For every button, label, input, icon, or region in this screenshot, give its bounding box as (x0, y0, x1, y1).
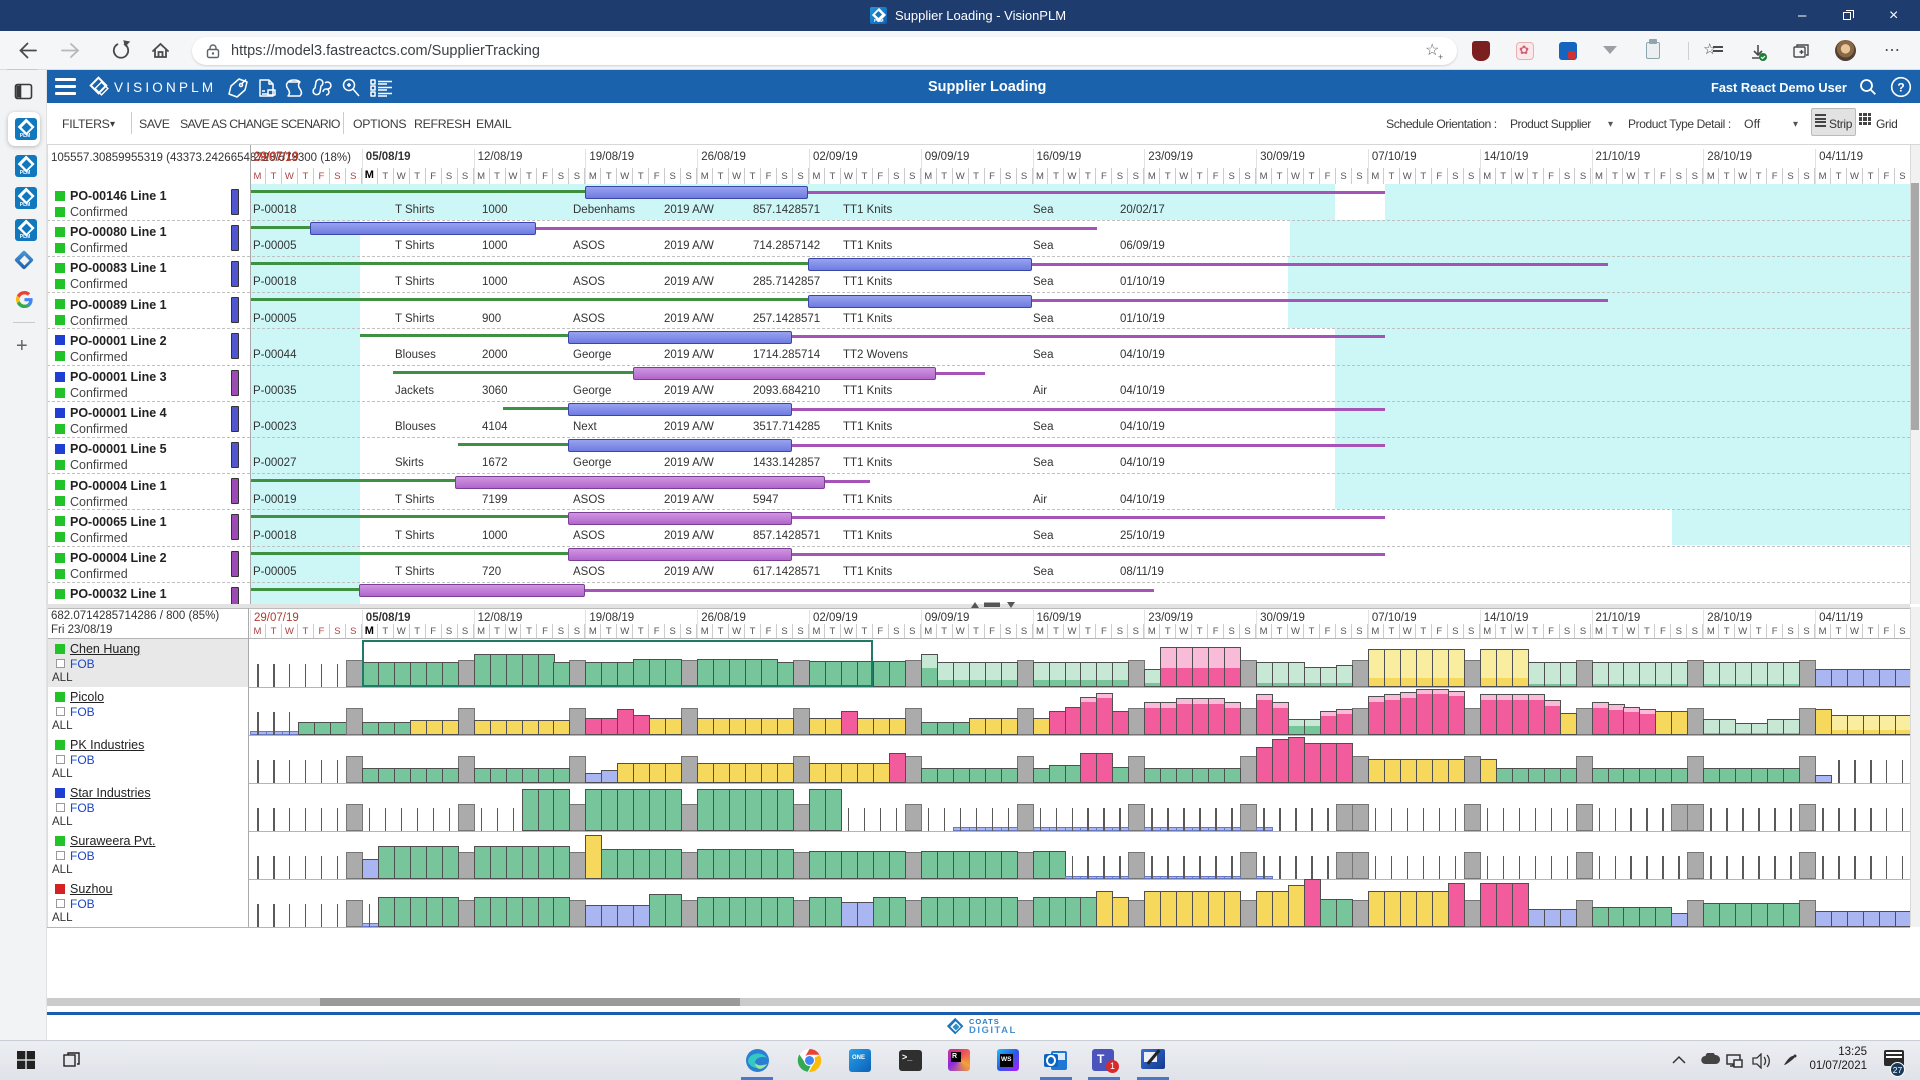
svg-text:?: ? (1897, 81, 1904, 95)
